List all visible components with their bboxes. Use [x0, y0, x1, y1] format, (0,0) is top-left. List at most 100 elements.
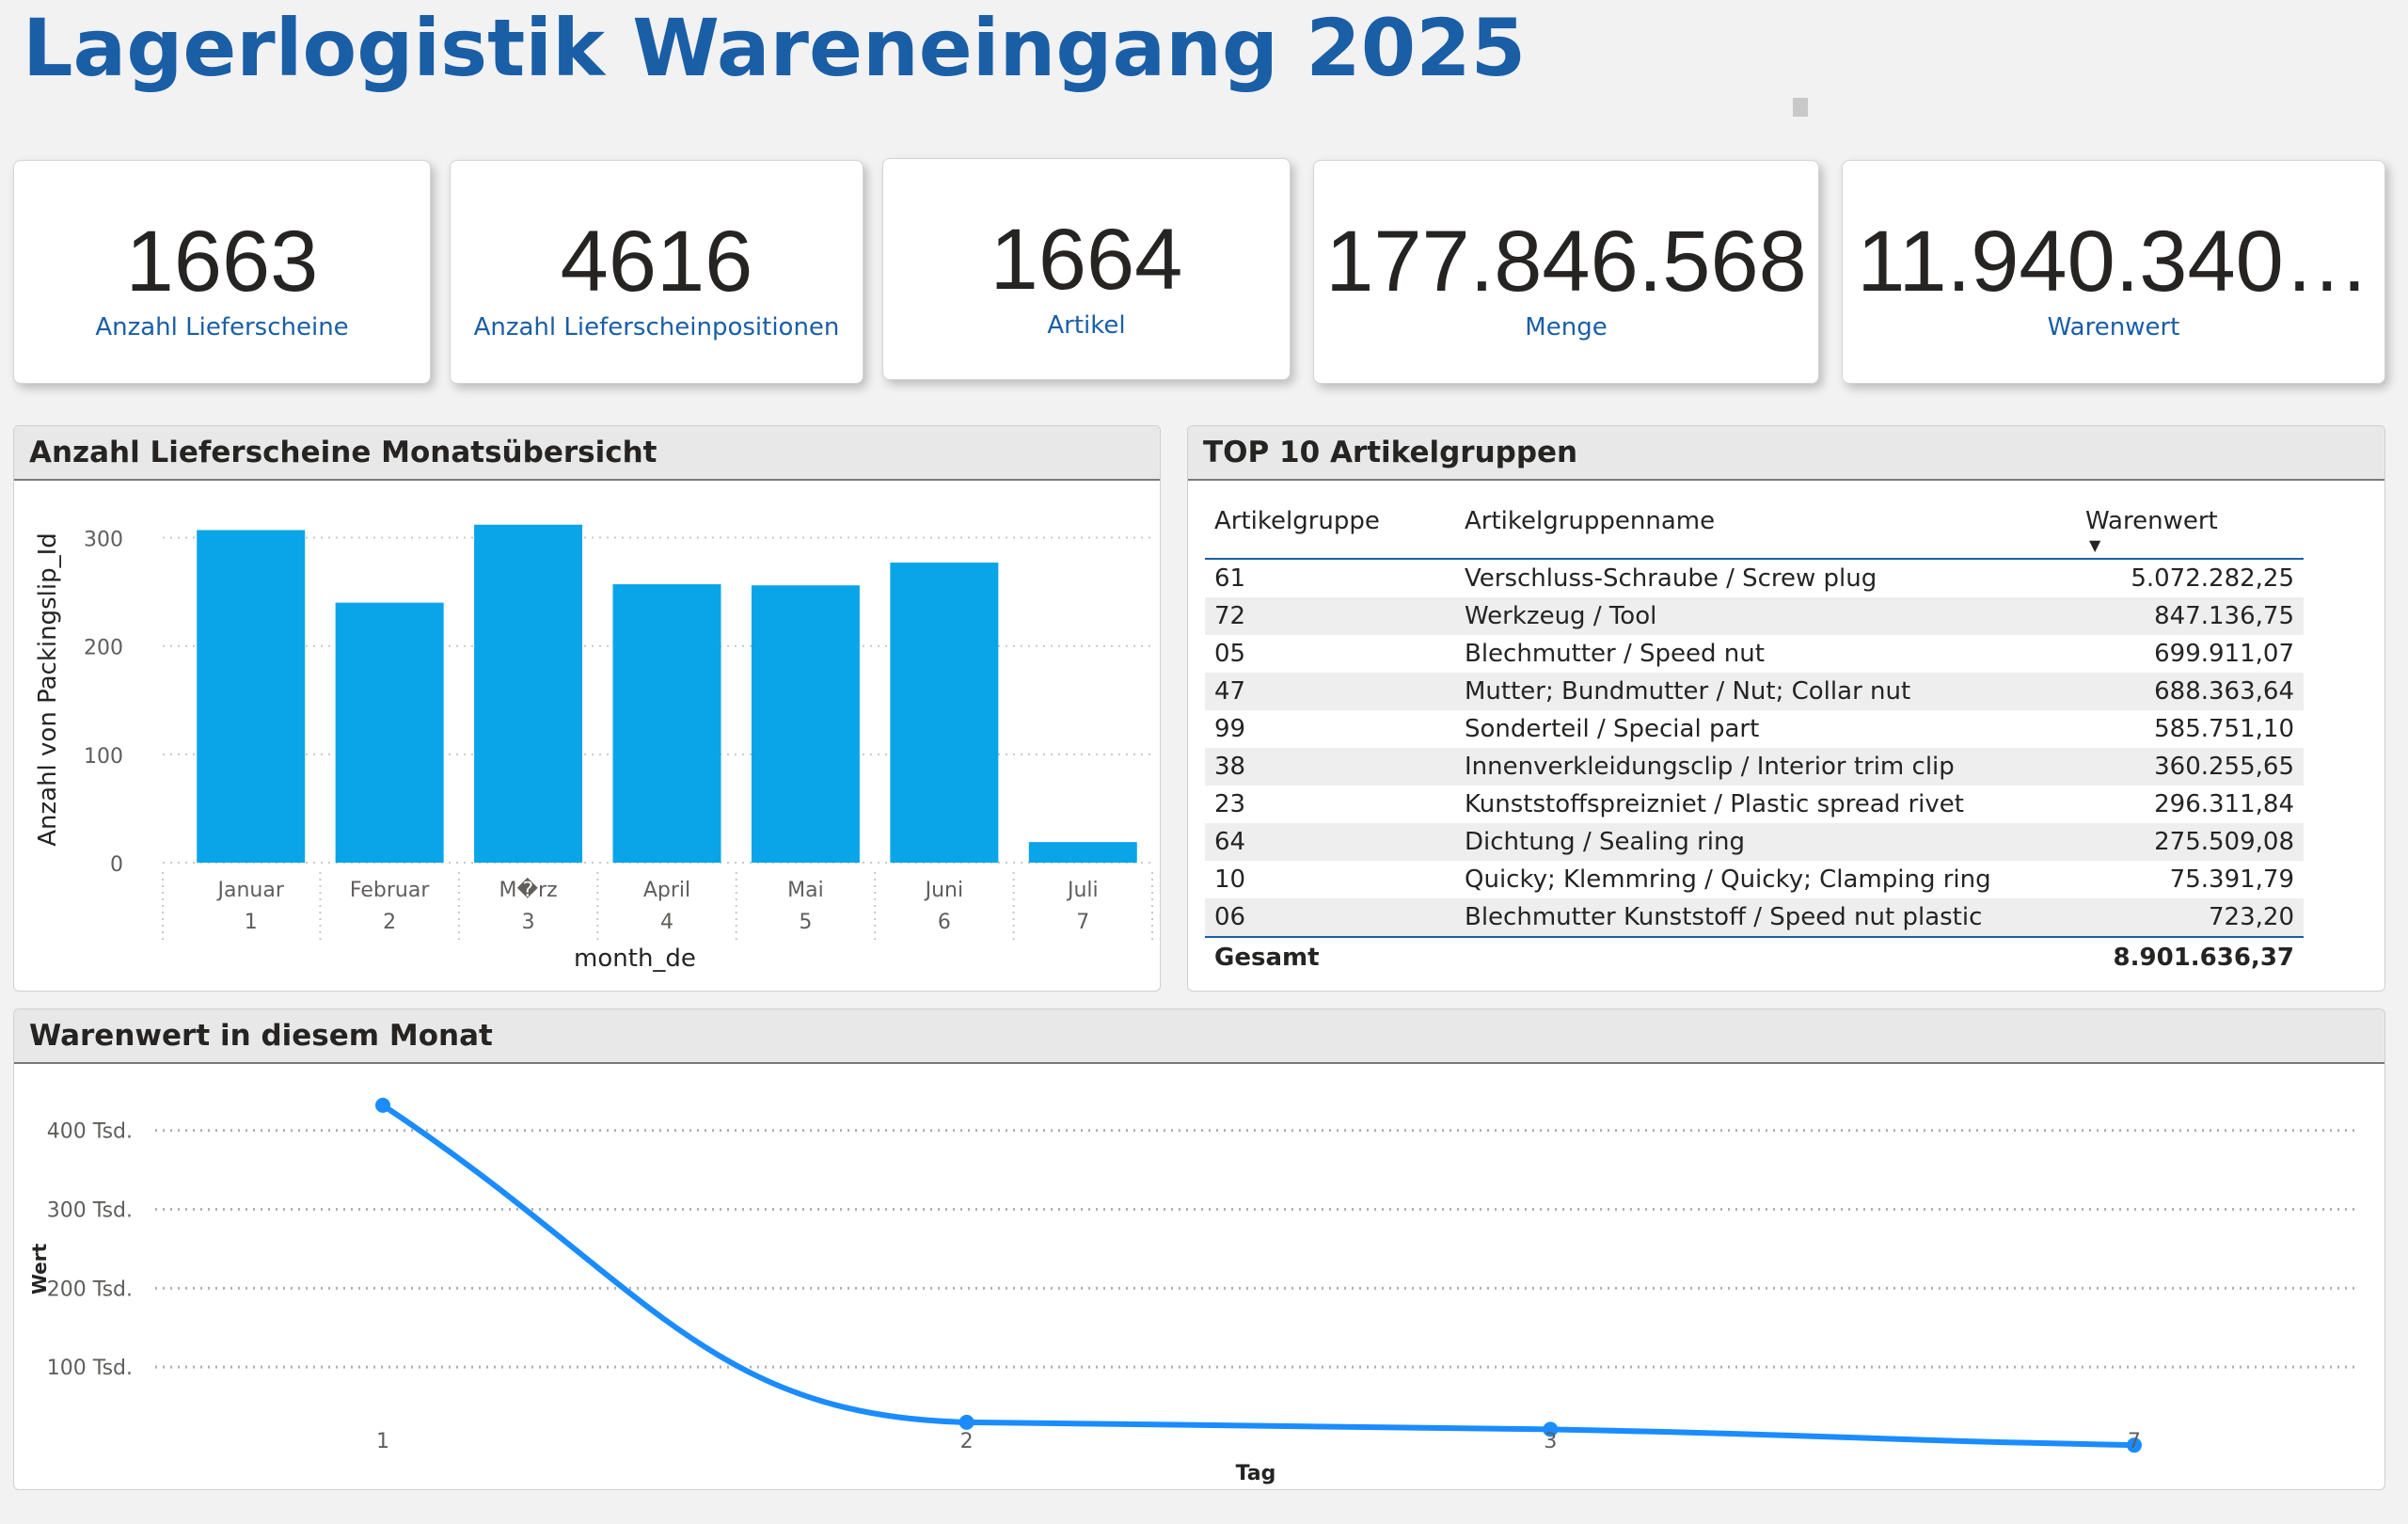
x-tick-label: 3 [1544, 1430, 1557, 1453]
panel-header: Anzahl Lieferscheine Monatsübersicht [14, 426, 1160, 481]
cell-artikelgruppe: 99 [1214, 715, 1246, 743]
total-label: Gesamt [1205, 936, 1455, 977]
table-row[interactable]: 64 Dichtung / Sealing ring 275.509,08 [1205, 823, 2304, 861]
cell-artikelgruppe: 10 [1214, 865, 1246, 894]
y-tick-label: 100 [84, 745, 123, 769]
kpi-label: Menge [1525, 313, 1608, 341]
top10-table: Artikelgruppe Artikelgruppenname Warenwe… [1205, 484, 2304, 977]
table-header-row: Artikelgruppe Artikelgruppenname Warenwe… [1205, 484, 2304, 560]
table-row[interactable]: 47 Mutter; Bundmutter / Nut; Collar nut 68… [1205, 673, 2304, 710]
bar[interactable] [751, 585, 860, 863]
cell-warenwert: 688.363,64 [2076, 673, 2304, 710]
cell-artikelgruppenname: Werkzeug / Tool [1455, 597, 2076, 635]
bar[interactable] [1028, 842, 1137, 863]
table-row[interactable]: 10 Quicky; Klemmring / Quicky; Clamping r… [1205, 861, 2304, 898]
cell-artikelgruppe: 47 [1205, 673, 1455, 710]
cell-warenwert: 275.509,08 [2076, 823, 2304, 861]
page-title: Lagerlogistik Wareneingang 2025 [23, 2, 1527, 94]
cell-warenwert: 723,20 [2076, 898, 2304, 937]
x-tick-number: 7 [1076, 911, 1089, 934]
y-tick-label: 200 [84, 637, 123, 660]
table-row[interactable]: 38 Innenverkleidungsclip / Interior trim … [1205, 748, 2304, 786]
table-row[interactable]: 06 Blechmutter Kunststoff / Speed nut pla… [1205, 898, 2304, 937]
cell-warenwert: 699.911,07 [2154, 640, 2294, 668]
table-row[interactable]: 72 Werkzeug / Tool 847.136,75 [1205, 597, 2304, 635]
x-axis-title: Tag [1236, 1462, 1276, 1485]
x-tick-label: 2 [960, 1430, 974, 1453]
panel-header: TOP 10 Artikelgruppen [1188, 426, 2384, 481]
kpi-label: Anzahl Lieferscheine [95, 313, 349, 341]
bar[interactable] [335, 602, 444, 863]
x-tick-number: 3 [522, 911, 535, 934]
kpi-value: 1663 [125, 214, 319, 310]
sort-descending-icon[interactable]: ▼ [2089, 536, 2101, 554]
bar[interactable] [890, 563, 999, 863]
panel-header: Warenwert in diesem Monat [14, 1009, 2384, 1064]
cell-artikelgruppenname: Blechmutter Kunststoff / Speed nut plast… [1455, 898, 2076, 937]
top10-panel[interactable]: TOP 10 Artikelgruppen Artikelgruppe Arti… [1187, 425, 2385, 992]
column-header-artikelgruppenname[interactable]: Artikelgruppenname [1455, 484, 2076, 560]
cell-artikelgruppenname: Dichtung / Sealing ring [1455, 823, 2076, 861]
data-point[interactable] [375, 1097, 390, 1113]
y-tick-label: 300 Tsd. [47, 1199, 133, 1223]
resize-handle[interactable] [1793, 98, 1808, 117]
x-tick-number: 4 [660, 911, 673, 934]
cell-artikelgruppenname: Kunststoffspreizniet / Plastic spread ri… [1465, 790, 1964, 818]
table-row[interactable]: 99 Sonderteil / Special part 585.751,10 [1205, 710, 2304, 748]
cell-artikelgruppenname: Innenverkleidungsclip / Interior trim cl… [1455, 748, 2076, 786]
y-tick-label: 400 Tsd. [47, 1120, 133, 1144]
x-tick-number: 1 [245, 911, 258, 934]
line-chart-panel[interactable]: Warenwert in diesem Monat 100 Tsd. 200 Ts… [13, 1008, 2385, 1490]
kpi-card-lieferscheine[interactable]: 1663 Anzahl Lieferscheine [13, 160, 431, 384]
cell-artikelgruppe: 38 [1205, 748, 1455, 786]
bar-chart[interactable]: 0 100 200 300 Januar 1 Februar 2 M�rz 3 April 4 Mai 5… [14, 479, 1160, 991]
table-row[interactable]: 05 Blechmutter / Speed nut 699.911,07 [1205, 635, 2304, 673]
kpi-card-warenwert[interactable]: 11.940.340… Warenwert [1842, 160, 2385, 384]
x-tick-label: M�rz [499, 877, 558, 902]
kpi-card-menge[interactable]: 177.846.568 Menge [1313, 160, 1819, 384]
bar[interactable] [474, 524, 583, 863]
cell-artikelgruppe: 61 [1214, 564, 1246, 593]
kpi-card-artikel[interactable]: 1664 Artikel [882, 158, 1291, 380]
data-point[interactable] [2127, 1437, 2142, 1453]
x-tick-number: 5 [799, 911, 812, 934]
cell-warenwert: 847.136,75 [2076, 597, 2304, 635]
bar[interactable] [612, 584, 721, 863]
line-chart[interactable]: 100 Tsd. 200 Tsd. 300 Tsd. 400 Tsd. 1 2 3 7 Tag W… [14, 1062, 2384, 1489]
total-value: 8.901.636,37 [2076, 936, 2304, 977]
x-tick-label: 7 [2128, 1430, 2141, 1453]
table-row[interactable]: 61 Verschluss-Schraube / Screw plug 5.072.… [1205, 559, 2304, 597]
kpi-card-lieferscheinpositionen[interactable]: 4616 Anzahl Lieferscheinpositionen [450, 160, 863, 384]
kpi-label: Anzahl Lieferscheinpositionen [473, 313, 840, 341]
column-header-artikelgruppe[interactable]: Artikelgruppe [1205, 484, 1455, 560]
column-header-warenwert[interactable]: Warenwert ▼ [2076, 484, 2304, 560]
y-tick-label: 0 [110, 853, 123, 877]
y-tick-label: 300 [84, 529, 123, 552]
bar[interactable] [197, 530, 306, 863]
cell-warenwert: 296.311,84 [2154, 790, 2294, 818]
cell-artikelgruppenname: Verschluss-Schraube / Screw plug [1465, 564, 1877, 593]
x-tick-label: Juli [1066, 879, 1099, 902]
x-tick-label: Februar [350, 879, 430, 902]
x-tick-label: Mai [787, 879, 824, 902]
table-total-row: Gesamt 8.901.636,37 [1205, 936, 2304, 977]
x-tick-number: 2 [383, 911, 396, 934]
cell-warenwert: 5.072.282,25 [2131, 564, 2294, 593]
series-line[interactable] [380, 1102, 2137, 1449]
data-point[interactable] [1543, 1421, 1559, 1437]
kpi-value: 177.846.568 [1325, 214, 1807, 310]
kpi-label: Warenwert [2047, 313, 2180, 341]
bar-chart-panel[interactable]: Anzahl Lieferscheine Monatsübersicht 0 10… [13, 425, 1161, 992]
cell-warenwert: 585.751,10 [2154, 715, 2294, 743]
cell-artikelgruppenname: Blechmutter / Speed nut [1465, 640, 1765, 668]
cell-artikelgruppenname: Quicky; Klemmring / Quicky; Clamping rin… [1465, 865, 1991, 894]
x-tick-label: April [643, 879, 690, 902]
y-tick-label: 100 Tsd. [47, 1357, 133, 1380]
cell-artikelgruppe: 72 [1205, 597, 1455, 635]
data-point[interactable] [958, 1414, 974, 1430]
kpi-value: 11.940.340… [1857, 214, 2370, 310]
y-axis-title: Wert [28, 1243, 51, 1294]
table-row[interactable]: 23 Kunststoffspreizniet / Plastic spread … [1205, 786, 2304, 823]
kpi-value: 1664 [990, 212, 1183, 308]
cell-artikelgruppe: 23 [1214, 790, 1246, 818]
